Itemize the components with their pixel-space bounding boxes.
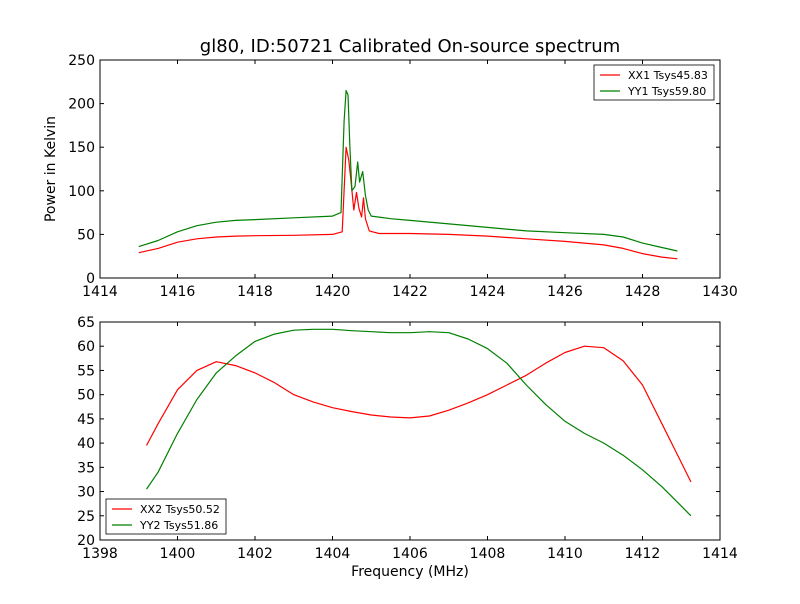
panel2-x-axis-label: Frequency (MHz) [351, 564, 469, 580]
panel2-y-tick-label: 35 [77, 460, 95, 476]
panel1-x-tick-label: 1420 [315, 284, 351, 300]
panel2-x-tick-label: 1412 [625, 546, 661, 562]
panel2-x-tick-label: 1402 [237, 546, 273, 562]
panel1-y-axis-label: Power in Kelvin [43, 116, 59, 222]
panel2-y-tick-label: 50 [77, 388, 95, 404]
panel1-x-tick-label: 1426 [547, 284, 583, 300]
panel2-series-line-1 [145, 345, 692, 483]
panel1-x-tick-label: 1416 [160, 284, 196, 300]
panel2-x-tick-label: 1406 [392, 546, 428, 562]
panel1-y-tick-label: 250 [68, 53, 95, 69]
panel1-x-tick-label: 1430 [702, 284, 738, 300]
panel1-y-tick-label: 0 [86, 271, 95, 287]
panel1-y-tick-label: 100 [68, 184, 95, 200]
panel2-y-tick-label: 65 [77, 315, 95, 331]
panel2-y-tick-label: 40 [77, 436, 95, 452]
panel2-y-tick-label: 55 [77, 363, 95, 379]
panel1-legend-box [593, 64, 715, 101]
panel1-y-tick-label: 150 [68, 140, 95, 156]
panel2-y-tick-label: 60 [77, 339, 95, 355]
panel2-x-tick-label: 1410 [547, 546, 583, 562]
panel1-x-tick-label: 1424 [470, 284, 506, 300]
panel2-series-line-2 [146, 328, 692, 517]
panel1-series-line-1 [138, 146, 678, 260]
panel1-x-tick-label: 1414 [82, 284, 118, 300]
panel2-y-tick-label: 20 [77, 533, 95, 549]
panel1-series-line-2 [138, 89, 678, 252]
panel1-y-tick-label: 200 [68, 97, 95, 113]
panel2-x-tick-label: 1398 [82, 546, 118, 562]
panel2-x-tick-label: 1408 [470, 546, 506, 562]
panel2-legend-label-2: YY2 Tsys51.86 [139, 519, 218, 532]
panel1-x-tick-label: 1422 [392, 284, 428, 300]
panel2-x-tick-label: 1400 [160, 546, 196, 562]
panel2-y-tick-label: 30 [77, 485, 95, 501]
panel2-x-tick-label: 1414 [702, 546, 738, 562]
panel1-legend-label-2: YY1 Tsys59.80 [627, 85, 706, 98]
panel1-y-tick-label: 50 [77, 227, 95, 243]
chart-title: gl80, ID:50721 Calibrated On-source spec… [200, 36, 620, 57]
panel1-x-tick-label: 1428 [625, 284, 661, 300]
panel1-legend-label-1: XX1 Tsys45.83 [628, 69, 708, 82]
panel2-x-tick-label: 1404 [315, 546, 351, 562]
panel2-legend-box [105, 498, 227, 535]
panel2-y-tick-label: 25 [77, 509, 95, 525]
panel1-x-tick-label: 1418 [237, 284, 273, 300]
panel2-legend-label-1: XX2 Tsys50.52 [140, 503, 220, 516]
panel2-y-tick-label: 45 [77, 412, 95, 428]
